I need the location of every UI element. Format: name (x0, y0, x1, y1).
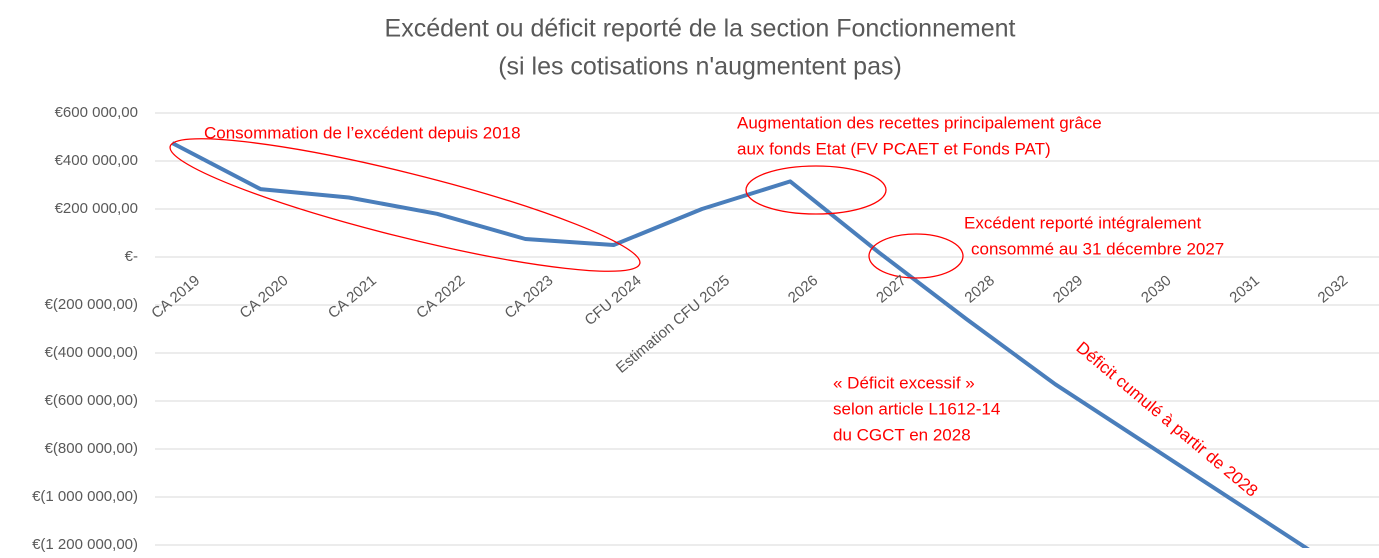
annotation: consommé au 31 décembre 2027 (971, 239, 1224, 258)
x-tick-label: 2032 (1315, 272, 1351, 306)
annotation: selon article L1612-14 (833, 399, 1000, 418)
y-tick-label: €(400 000,00) (45, 344, 138, 361)
annotation: aux fonds Etat (FV PCAET et Fonds PAT) (737, 139, 1051, 158)
x-tick-label: CA 2022 (413, 272, 468, 322)
annotation: « Déficit excessif » (833, 373, 975, 392)
annotation: du CGCT en 2028 (833, 425, 971, 444)
y-tick-label: €600 000,00 (55, 104, 138, 121)
y-tick-label: €(600 000,00) (45, 392, 138, 409)
x-tick-label: 2026 (785, 272, 821, 306)
annotation: Excédent reporté intégralement (964, 213, 1201, 232)
x-tick-label: CFU 2024 (581, 272, 644, 329)
y-tick-label: €(800 000,00) (45, 440, 138, 457)
annotation: Consommation de l’excédent depuis 2018 (204, 123, 521, 142)
y-tick-label: €- (125, 248, 138, 265)
annotation: Déficit cumulé à partir de 2028 (1073, 338, 1262, 501)
chart-title: Excédent ou déficit reporté de la sectio… (385, 15, 1016, 43)
highlight-ellipse (169, 138, 641, 272)
y-tick-label: €(1 200 000,00) (32, 536, 138, 553)
y-tick-label: €(200 000,00) (45, 296, 138, 313)
x-tick-label: CA 2019 (148, 272, 203, 322)
x-tick-label: 2030 (1138, 272, 1174, 306)
chart-subtitle: (si les cotisations n'augmentent pas) (498, 53, 902, 81)
x-tick-label: 2028 (961, 272, 997, 306)
y-tick-label: €400 000,00 (55, 152, 138, 169)
highlight-ellipse (745, 165, 887, 215)
data-line (171, 141, 1310, 548)
y-tick-label: €200 000,00 (55, 200, 138, 217)
x-tick-label: CA 2021 (325, 272, 380, 322)
x-tick-label: CA 2020 (237, 272, 292, 322)
x-tick-label: 2029 (1050, 272, 1086, 306)
x-tick-label: CA 2023 (501, 272, 556, 322)
x-tick-label: 2031 (1226, 272, 1262, 306)
highlight-ellipse (868, 233, 964, 279)
y-tick-label: €(1 000 000,00) (32, 488, 138, 505)
annotation: Augmentation des recettes principalement… (737, 113, 1102, 132)
